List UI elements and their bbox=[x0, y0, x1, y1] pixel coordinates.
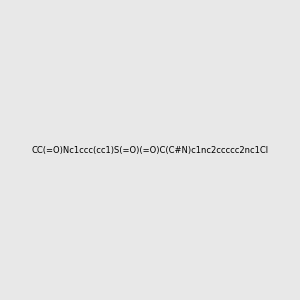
Text: CC(=O)Nc1ccc(cc1)S(=O)(=O)C(C#N)c1nc2ccccc2nc1Cl: CC(=O)Nc1ccc(cc1)S(=O)(=O)C(C#N)c1nc2ccc… bbox=[32, 146, 268, 154]
